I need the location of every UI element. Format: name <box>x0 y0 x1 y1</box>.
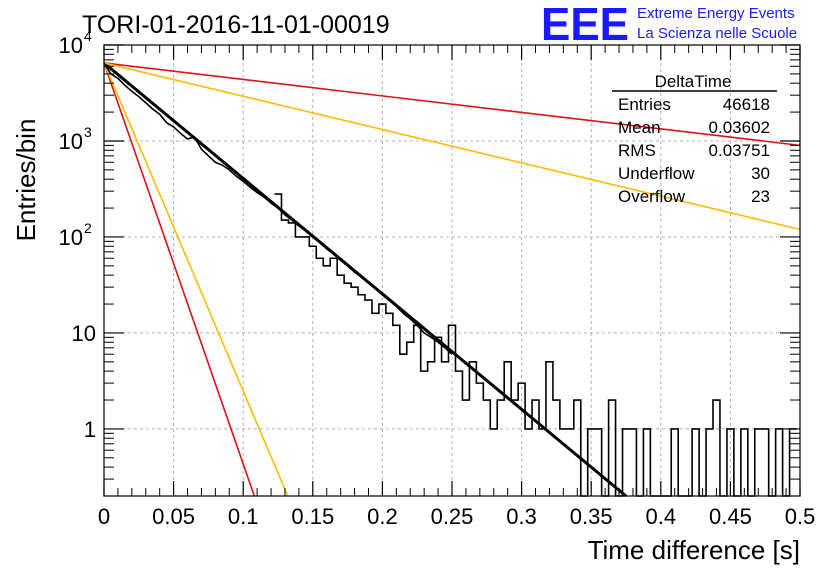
stats-row-value: 0.03751 <box>709 141 770 160</box>
x-axis-ticks: 0 0.05 0.1 0.15 0.2 0.25 0.3 0.35 0.4 0.45 0.5 <box>98 45 815 529</box>
x-tick-label: 0.35 <box>570 504 613 529</box>
y-tick-label: 10 <box>59 225 83 250</box>
histogram-step-trace <box>103 62 453 355</box>
eee-logo: EEE Extreme Energy Events La Scienza nel… <box>541 0 797 50</box>
stats-row-label: RMS <box>618 141 656 160</box>
x-tick-label: 0.2 <box>367 504 398 529</box>
y-axis-label: Entries/bin <box>11 119 41 242</box>
x-tick-label: 0.1 <box>228 504 259 529</box>
y-tick-label: 10 <box>59 129 83 154</box>
y-tick-exponent: 2 <box>84 220 92 236</box>
x-tick-label: 0.3 <box>506 504 537 529</box>
fit-line <box>103 62 256 497</box>
stats-row-value: 30 <box>751 164 770 183</box>
y-tick-exponent: 4 <box>84 28 92 44</box>
x-tick-label: 0.45 <box>709 504 752 529</box>
histogram-tail <box>274 193 797 497</box>
x-tick-label: 0.5 <box>785 504 816 529</box>
stats-row-label: Overflow <box>618 187 686 206</box>
chart-title: TORI-01-2016-11-01-00019 <box>82 11 390 39</box>
x-tick-label: 0.15 <box>291 504 334 529</box>
fit-line <box>103 62 801 147</box>
eee-logo-line2: La Scienza nelle Scuole <box>637 25 797 42</box>
y-tick-label: 10 <box>72 321 96 346</box>
stats-row-label: Mean <box>618 118 661 137</box>
stats-title: DeltaTime <box>655 72 732 91</box>
eee-logo-line1: Extreme Energy Events <box>637 5 795 22</box>
histogram <box>103 62 797 497</box>
stats-row-value: 46618 <box>723 95 770 114</box>
y-tick-exponent: 3 <box>84 124 92 140</box>
stats-row-label: Underflow <box>618 164 695 183</box>
fit-line <box>103 62 801 231</box>
x-tick-label: 0.05 <box>152 504 195 529</box>
stats-row-value: 0.03602 <box>709 118 770 137</box>
x-tick-label: 0.4 <box>646 504 677 529</box>
stats-row-value: 23 <box>751 187 770 206</box>
fit-line <box>103 62 289 497</box>
x-tick-label: 0.25 <box>431 504 474 529</box>
x-axis-label: Time difference [s] <box>588 535 800 565</box>
y-tick-label: 1 <box>84 417 96 442</box>
x-tick-label: 0 <box>98 504 110 529</box>
stats-box: DeltaTime Entries 46618 Mean 0.03602 RMS 0.03… <box>612 72 777 206</box>
y-tick-label: 10 <box>59 33 83 58</box>
stats-row-label: Entries <box>618 95 671 114</box>
eee-logo-text: EEE <box>541 0 629 50</box>
